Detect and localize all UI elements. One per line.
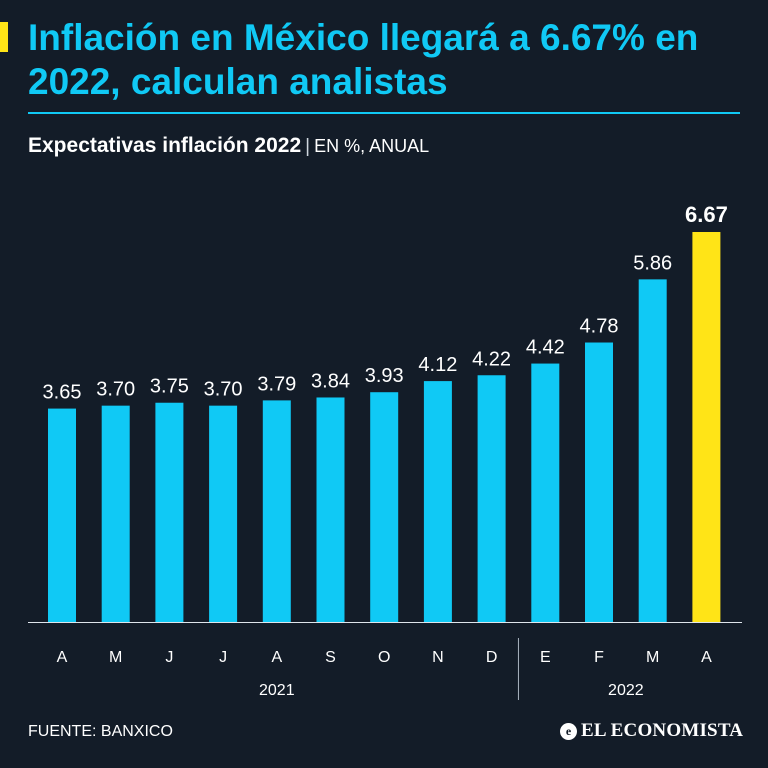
bar xyxy=(423,381,452,622)
value-label: 3.84 xyxy=(311,370,350,392)
value-label: 6.67 xyxy=(685,202,728,227)
x-tick-label: J xyxy=(165,649,173,666)
brand-mark-icon: e xyxy=(560,722,577,740)
x-tick-label: E xyxy=(540,649,551,666)
bar xyxy=(370,392,399,622)
title-divider xyxy=(28,112,740,114)
bar xyxy=(638,279,667,622)
value-label: 3.70 xyxy=(96,379,135,401)
x-tick-label: A xyxy=(701,649,712,666)
page-title: Inflación en México llegará a 6.67% en 2… xyxy=(28,17,699,102)
x-tick-label: O xyxy=(378,649,390,666)
value-label: 4.22 xyxy=(472,348,511,370)
bar xyxy=(316,397,345,622)
title-accent-bar xyxy=(0,22,8,52)
value-label: 5.86 xyxy=(633,252,672,274)
bar xyxy=(209,405,238,622)
value-label: 3.75 xyxy=(150,376,189,398)
bar xyxy=(155,402,184,622)
chart-unit-label: EN %, ANUAL xyxy=(314,136,430,156)
subtitle-separator: | xyxy=(305,136,311,157)
x-tick-label: A xyxy=(57,649,68,666)
x-tick-label: S xyxy=(325,649,336,666)
x-tick-label: A xyxy=(271,649,282,666)
bar xyxy=(262,400,291,622)
chart-subtitle-main: Expectativas inflación 2022 xyxy=(28,134,302,157)
year-group-label: 2021 xyxy=(259,682,295,699)
chart-subtitle: Expectativas inflación 2022 | EN %, ANUAL xyxy=(28,134,429,158)
bar xyxy=(101,405,130,622)
bar xyxy=(48,408,76,622)
value-label: 4.78 xyxy=(580,316,619,338)
bar xyxy=(477,375,506,622)
value-label: 4.12 xyxy=(418,354,457,376)
bar xyxy=(531,363,560,622)
x-tick-label: F xyxy=(594,649,604,666)
bar xyxy=(585,342,613,622)
value-label: 3.79 xyxy=(257,373,296,395)
x-tick-label: J xyxy=(219,649,227,666)
value-label: 3.65 xyxy=(43,382,82,404)
x-tick-label: D xyxy=(486,649,498,666)
year-group-label: 2022 xyxy=(608,682,644,699)
value-label: 4.42 xyxy=(526,337,565,359)
x-tick-label: N xyxy=(432,649,444,666)
x-tick-label: M xyxy=(109,649,122,666)
value-label: 3.93 xyxy=(365,365,404,387)
bar xyxy=(692,232,721,622)
brand-name: EL ECONOMISTA xyxy=(581,720,744,741)
x-tick-label: M xyxy=(646,649,659,666)
value-label: 3.70 xyxy=(204,379,243,401)
source-note: FUENTE: BANXICO xyxy=(28,723,173,740)
brand-logo: e EL ECONOMISTA xyxy=(560,720,743,742)
